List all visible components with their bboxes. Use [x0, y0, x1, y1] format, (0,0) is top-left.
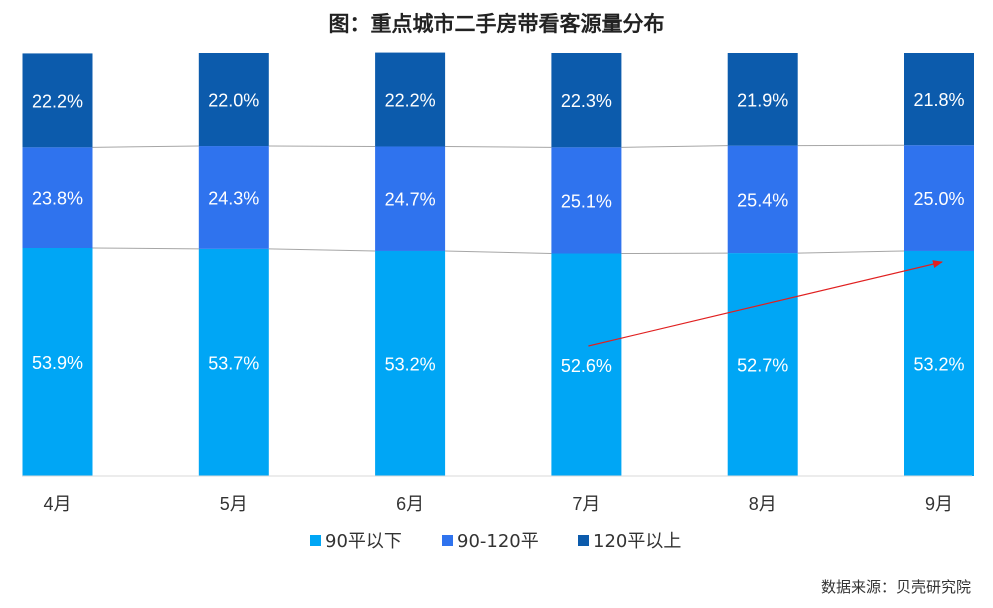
- bar-segment: [375, 250, 446, 476]
- bar-segment: [904, 53, 974, 146]
- data-label: 53.2%: [913, 354, 964, 374]
- data-label: 23.8%: [32, 189, 83, 209]
- source-note: 数据来源：贝壳研究院: [820, 578, 971, 596]
- bar-segment: [904, 145, 974, 251]
- x-tick-label: 5月: [220, 494, 248, 514]
- data-label: 22.3%: [561, 91, 612, 111]
- bars-group: [22, 52, 974, 476]
- series-lines: [92, 144, 905, 255]
- bar-segment: [22, 248, 93, 476]
- series-line: [445, 250, 552, 255]
- data-labels-group: 53.9% 23.8% 22.2% 53.7% 24.3% 22.0% 53.2% 24.7%…: [32, 90, 965, 376]
- bar-segment: [551, 147, 622, 254]
- data-label: 22.2%: [32, 91, 83, 111]
- data-label: 25.0%: [913, 189, 964, 209]
- data-label: 53.9%: [32, 353, 83, 373]
- bar-segment: [198, 53, 269, 147]
- bar-segment: [904, 250, 974, 476]
- legend-label: 90-120平: [457, 531, 539, 552]
- bar-segment: [727, 53, 798, 146]
- data-label: 25.4%: [737, 190, 788, 210]
- series-line: [797, 250, 905, 254]
- bar-segment: [198, 248, 269, 476]
- legend-swatch: [442, 535, 453, 546]
- data-label: 52.7%: [737, 356, 788, 376]
- x-tick-labels: 4月 5月 6月 7月 8月 9月: [43, 494, 953, 514]
- data-label: 22.0%: [208, 91, 259, 111]
- bar-segment: [551, 253, 622, 476]
- trend-arrow: [588, 260, 943, 347]
- data-label: 53.2%: [385, 354, 436, 374]
- bar-segment: [22, 53, 93, 148]
- legend-swatch: [578, 535, 589, 546]
- x-tick-label: 4月: [43, 494, 71, 514]
- legend: 90平以下 90-120平 120平以上: [310, 531, 681, 552]
- bar-segment: [551, 53, 622, 148]
- chart-title: 图：重点城市二手房带看客源量分布: [328, 12, 665, 36]
- x-tick-label: 9月: [925, 494, 953, 514]
- data-label: 25.1%: [561, 191, 612, 211]
- annotations: [588, 260, 943, 347]
- bar-segment: [727, 145, 798, 254]
- data-label: 21.9%: [737, 90, 788, 110]
- bar-segment: [198, 146, 269, 249]
- data-label: 24.7%: [385, 190, 436, 210]
- x-tick-label: 7月: [572, 494, 600, 514]
- legend-label: 90平以下: [325, 531, 402, 552]
- series-line: [445, 145, 552, 148]
- x-tick-label: 8月: [749, 494, 777, 514]
- legend-swatch: [310, 535, 321, 546]
- series-line: [268, 248, 376, 252]
- series-line: [92, 145, 199, 148]
- data-label: 52.6%: [561, 356, 612, 376]
- data-label: 53.7%: [208, 353, 259, 373]
- data-label: 24.3%: [208, 188, 259, 208]
- bar-segment: [22, 147, 93, 249]
- bar-segment: [375, 146, 446, 251]
- bar-segment: [727, 253, 798, 476]
- legend-label: 120平以上: [593, 531, 681, 552]
- series-line: [621, 145, 728, 148]
- series-line: [92, 247, 199, 250]
- data-label: 21.8%: [913, 90, 964, 110]
- bar-segment: [375, 52, 446, 147]
- data-label: 22.2%: [385, 91, 436, 111]
- x-tick-label: 6月: [396, 494, 424, 514]
